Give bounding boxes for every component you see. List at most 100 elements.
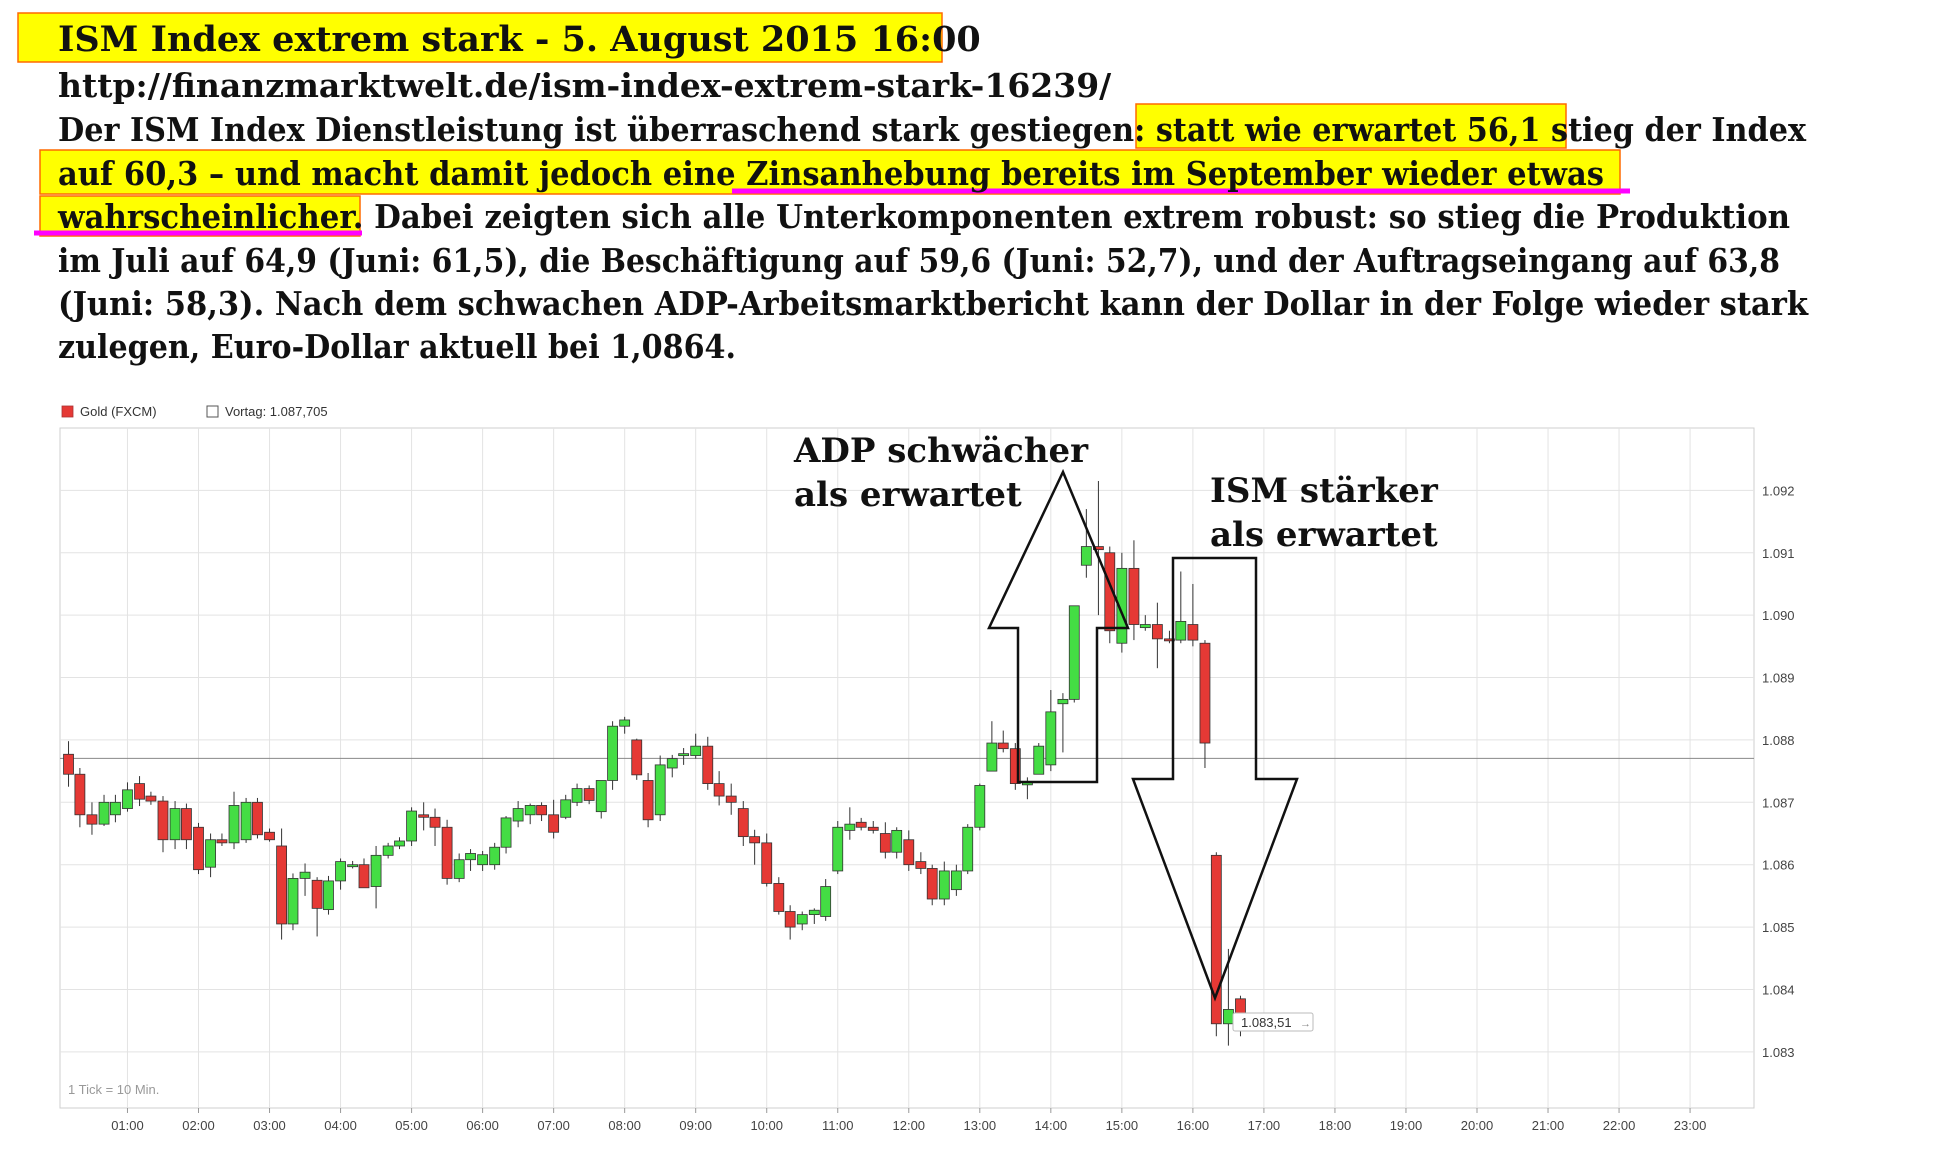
candle xyxy=(761,833,773,887)
candle xyxy=(216,833,228,846)
y-axis: 1.092 1.091 1.090 1.089 1.088 1.087 1.086 1.085… xyxy=(1762,483,1795,1059)
candle-body xyxy=(1151,624,1163,640)
candle xyxy=(63,741,74,787)
candle-body xyxy=(86,814,98,825)
candle-body xyxy=(915,861,927,869)
candle xyxy=(915,852,927,875)
adp-annotation-line-2: als erwartet xyxy=(794,475,1022,515)
candle xyxy=(938,861,950,906)
article-line-4: im Juli auf 64,9 (Juni: 61,5), die Besch… xyxy=(58,241,1780,280)
candle xyxy=(713,771,725,806)
grid xyxy=(60,428,1754,1108)
candle xyxy=(205,833,216,878)
candle xyxy=(997,730,1009,753)
candle-body xyxy=(181,808,192,841)
candle-body xyxy=(145,795,157,802)
ism-down-arrow xyxy=(1131,556,1299,1002)
article-line-2: auf 60,3 – und macht damit jedoch eine Z… xyxy=(58,154,1604,193)
candle-body xyxy=(394,840,405,847)
candle xyxy=(560,794,572,820)
line3-highlight xyxy=(39,195,361,237)
candle xyxy=(926,864,938,906)
candle-body xyxy=(820,886,832,917)
candle-body xyxy=(500,817,512,848)
candle xyxy=(1128,540,1140,641)
candle-body xyxy=(737,808,749,838)
candle xyxy=(252,797,263,839)
candle-body xyxy=(1222,1009,1234,1025)
plot-frame xyxy=(59,427,1755,1109)
candle-body xyxy=(1128,567,1140,625)
candle xyxy=(796,911,808,931)
candle-body xyxy=(441,826,453,879)
ism-annotation-line-1: ISM stärker xyxy=(1210,471,1439,511)
candle xyxy=(110,794,121,823)
candle-body xyxy=(311,879,323,909)
candle-body xyxy=(855,821,867,828)
candle xyxy=(335,858,346,890)
candle-body xyxy=(370,854,382,887)
candle-body xyxy=(773,883,785,912)
article-url[interactable]: http://finanzmarktwelt.de/ism-index-extr… xyxy=(58,66,1112,105)
candle-body xyxy=(252,801,263,836)
candle-body xyxy=(938,870,950,900)
candle xyxy=(773,877,785,915)
candle-body xyxy=(382,845,394,856)
candle-body xyxy=(607,725,618,781)
article-line-6: zulegen, Euro-Dollar aktuell bei 1,0864. xyxy=(58,327,736,366)
article-line-3: wahrscheinlicher. Dabei zeigten sich all… xyxy=(57,197,1790,236)
candle-body xyxy=(429,816,441,828)
candle xyxy=(820,879,832,921)
legend-swatch-gold xyxy=(61,405,74,418)
last-price-arrow-icon: → xyxy=(1300,1018,1311,1030)
candle-body xyxy=(536,805,547,816)
candle xyxy=(1210,852,1222,1037)
candle-body xyxy=(110,801,121,816)
candle-body xyxy=(299,871,311,879)
candle xyxy=(784,905,796,940)
x-tick-label: 13:00 xyxy=(964,1118,997,1133)
candle xyxy=(1045,690,1057,772)
candle xyxy=(512,801,524,828)
candle-body xyxy=(1045,711,1057,766)
x-tick-label: 15:00 xyxy=(1106,1118,1139,1133)
candle-body xyxy=(406,810,417,842)
candle-body xyxy=(205,839,216,868)
candle xyxy=(583,785,595,805)
candle xyxy=(98,794,110,827)
y-tick-label: 1.090 xyxy=(1762,608,1795,623)
candle xyxy=(370,845,382,909)
candle-body xyxy=(1057,698,1069,705)
candle-body xyxy=(216,839,228,844)
candle xyxy=(1116,552,1128,653)
x-tick-label: 23:00 xyxy=(1674,1118,1707,1133)
candle xyxy=(690,733,702,759)
candle xyxy=(974,783,986,831)
candle-body xyxy=(903,839,915,866)
article-line-1: Der ISM Index Dienstleistung ist überras… xyxy=(58,110,1806,149)
x-tick-label: 14:00 xyxy=(1035,1118,1068,1133)
candle-body xyxy=(193,826,204,871)
candle-body xyxy=(287,878,299,925)
candle-body xyxy=(986,742,998,772)
candle xyxy=(240,797,252,843)
article-block: ISM Index extrem stark - 5. August 2015 … xyxy=(17,12,1809,366)
candle xyxy=(394,837,405,850)
candle-body xyxy=(808,909,820,916)
candle xyxy=(489,842,501,870)
candle-body xyxy=(1199,642,1211,744)
candle-body xyxy=(631,739,643,776)
candle-body xyxy=(477,854,489,866)
candle-body xyxy=(702,745,714,784)
candle-body xyxy=(465,853,476,861)
candle xyxy=(619,716,631,734)
candle xyxy=(406,807,417,846)
candle xyxy=(808,908,820,924)
candle xyxy=(311,877,323,937)
candle-body xyxy=(1104,552,1116,632)
legend-label-vortag: Vortag: 1.087,705 xyxy=(225,404,328,419)
candle-body xyxy=(666,758,678,769)
candle-body xyxy=(1187,624,1199,641)
candle xyxy=(654,755,666,822)
